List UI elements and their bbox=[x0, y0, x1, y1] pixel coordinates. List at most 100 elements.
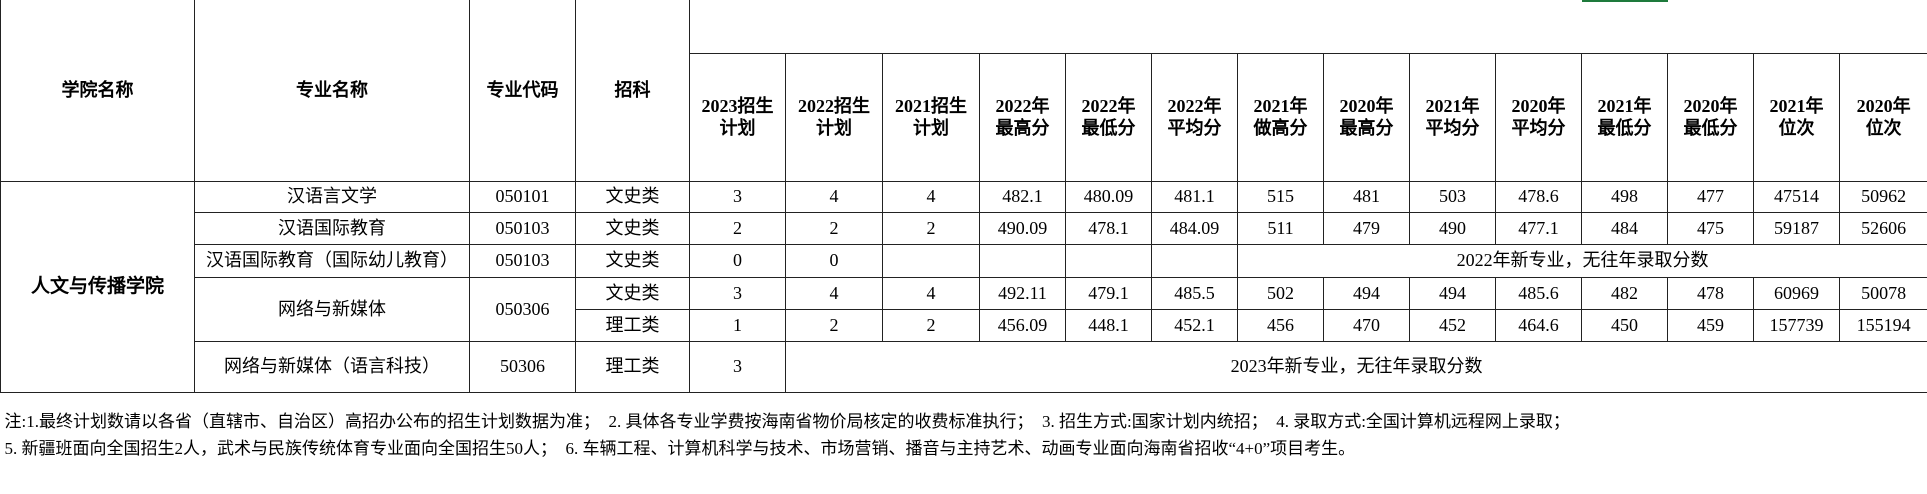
value-cell: 478.6 bbox=[1495, 180, 1582, 213]
data-row: 汉语国际教育（国际幼儿教育） 050103 文史类 0 0 2022年新专业，无往年录取分… bbox=[1, 243, 1927, 278]
header-line: 最高分 bbox=[995, 118, 1050, 138]
value-cell: 4 bbox=[882, 276, 980, 310]
value-cell: 456 bbox=[1237, 308, 1324, 342]
major-code: 050103 bbox=[469, 243, 576, 278]
value-cell: 464.6 bbox=[1495, 308, 1582, 342]
value-cell: 470 bbox=[1323, 308, 1410, 342]
value-cell: 452.1 bbox=[1151, 308, 1238, 342]
major-code: 050101 bbox=[469, 180, 576, 213]
header-line: 2022年 bbox=[1167, 95, 1222, 116]
value-cell: 503 bbox=[1409, 180, 1496, 213]
header-line: 2021招生 bbox=[895, 95, 967, 116]
empty-cell bbox=[1065, 243, 1152, 278]
value-cell: 448.1 bbox=[1065, 308, 1152, 342]
value-cell: 479 bbox=[1323, 211, 1410, 245]
header-line: 2021年 bbox=[1597, 95, 1652, 116]
major-code: 050306 bbox=[469, 276, 576, 342]
header-line: 最高分 bbox=[1339, 118, 1394, 138]
major-name: 网络与新媒体（语言科技） bbox=[194, 340, 470, 393]
subject: 文史类 bbox=[575, 211, 690, 245]
header-line: 2020年 bbox=[1683, 95, 1738, 116]
value-cell: 490.09 bbox=[979, 211, 1066, 245]
header-line: 2020年 bbox=[1856, 95, 1911, 116]
column-header: 专业代码 bbox=[469, 0, 576, 182]
notes-cell: 注:1.最终计划数请以各省（直辖市、自治区）高招办公布的招生计划数据为准； 2.… bbox=[0, 391, 1927, 478]
header-line: 2022年 bbox=[1081, 95, 1136, 116]
subject: 理工类 bbox=[575, 308, 690, 342]
value-cell: 482.1 bbox=[979, 180, 1066, 213]
column-header: 2022年 最低分 bbox=[1065, 52, 1152, 182]
college-name: 人文与传播学院 bbox=[0, 180, 195, 393]
header-line: 2022年 bbox=[995, 95, 1050, 116]
header-line: 做高分 bbox=[1253, 118, 1308, 138]
value-cell: 478.1 bbox=[1065, 211, 1152, 245]
subject: 理工类 bbox=[575, 340, 690, 393]
header-line: 平均分 bbox=[1425, 118, 1480, 138]
admission-table: 学院名称 专业名称 专业代码 招科 2023招生 计划 2022招生 计划 2021招生 计划 20… bbox=[0, 0, 1927, 478]
column-header: 2021年 做高分 bbox=[1237, 52, 1324, 182]
value-cell: 494 bbox=[1409, 276, 1496, 310]
value-cell: 2 bbox=[785, 211, 883, 245]
value-cell: 485.5 bbox=[1151, 276, 1238, 310]
major-code: 050103 bbox=[469, 211, 576, 245]
header-line: 位次 bbox=[1865, 118, 1902, 138]
value-cell: 0 bbox=[689, 243, 786, 278]
value-cell: 50962 bbox=[1838, 180, 1927, 213]
header-line: 2021年 bbox=[1769, 95, 1824, 116]
major-name: 汉语言文学 bbox=[194, 180, 470, 213]
value-cell: 494 bbox=[1323, 276, 1410, 310]
value-cell: 511 bbox=[1237, 211, 1324, 245]
subject: 文史类 bbox=[575, 180, 690, 213]
major-name: 汉语国际教育 bbox=[194, 211, 470, 245]
header-line: 2021年 bbox=[1253, 95, 1308, 116]
header-line: 最低分 bbox=[1683, 118, 1738, 138]
header-line: 2023招生 bbox=[701, 95, 774, 116]
note-line: 注:1.最终计划数请以各省（直辖市、自治区）高招办公布的招生计划数据为准； 2.… bbox=[4, 412, 1570, 432]
value-cell: 477.1 bbox=[1495, 211, 1582, 245]
value-cell: 4 bbox=[785, 180, 883, 213]
header-line: 最低分 bbox=[1081, 118, 1136, 138]
value-cell: 484.09 bbox=[1151, 211, 1238, 245]
column-header: 2020年 最低分 bbox=[1667, 52, 1754, 182]
value-cell: 2 bbox=[785, 308, 883, 342]
header-line: 计划 bbox=[719, 118, 756, 138]
column-header: 招科 bbox=[575, 0, 690, 182]
header-line: 2022招生 bbox=[798, 95, 870, 116]
data-row: 网络与新媒体 050306 文史类 3 4 4 492.11 479.1 485.5 502 494… bbox=[1, 276, 1927, 342]
subject: 文史类 bbox=[575, 276, 690, 310]
value-cell: 155194 bbox=[1838, 308, 1927, 342]
value-cell: 1 bbox=[689, 308, 786, 342]
major-code: 50306 bbox=[469, 340, 576, 393]
header-line: 计划 bbox=[913, 118, 949, 138]
column-header: 2022年 最高分 bbox=[979, 52, 1066, 182]
value-cell: 456.09 bbox=[979, 308, 1066, 342]
value-cell: 3 bbox=[689, 340, 786, 393]
header-blank bbox=[688, 0, 1927, 54]
value-cell: 490 bbox=[1409, 211, 1496, 245]
column-header: 学院名称 bbox=[0, 0, 195, 182]
value-cell: 481 bbox=[1323, 180, 1410, 213]
major-name: 网络与新媒体 bbox=[194, 276, 470, 342]
value-cell: 479.1 bbox=[1065, 276, 1152, 310]
column-header: 2022招生 计划 bbox=[785, 52, 883, 182]
column-header: 2021年 最低分 bbox=[1581, 52, 1668, 182]
value-cell: 47514 bbox=[1753, 180, 1840, 213]
value-cell: 4 bbox=[785, 276, 883, 310]
value-cell: 498 bbox=[1581, 180, 1668, 213]
header-line: 计划 bbox=[816, 118, 852, 138]
value-cell: 459 bbox=[1667, 308, 1754, 342]
column-header: 2022年 平均分 bbox=[1151, 52, 1238, 182]
column-header: 2021年 位次 bbox=[1753, 52, 1840, 182]
value-cell: 157739 bbox=[1753, 308, 1840, 342]
data-row: 汉语国际教育 050103 文史类 2 2 2 490.09 478.1 484.09 511 47… bbox=[1, 211, 1927, 245]
column-header: 2021招生 计划 bbox=[882, 52, 980, 182]
value-cell: 481.1 bbox=[1151, 180, 1238, 213]
empty-cell bbox=[979, 243, 1066, 278]
major-name: 汉语国际教育（国际幼儿教育） bbox=[194, 243, 470, 278]
notes-row: 注:1.最终计划数请以各省（直辖市、自治区）高招办公布的招生计划数据为准； 2.… bbox=[0, 391, 1927, 478]
note-cell: 2023年新专业，无往年录取分数 bbox=[784, 340, 1927, 393]
header-line: 最低分 bbox=[1597, 118, 1652, 138]
column-header: 2020年 位次 bbox=[1838, 52, 1927, 182]
